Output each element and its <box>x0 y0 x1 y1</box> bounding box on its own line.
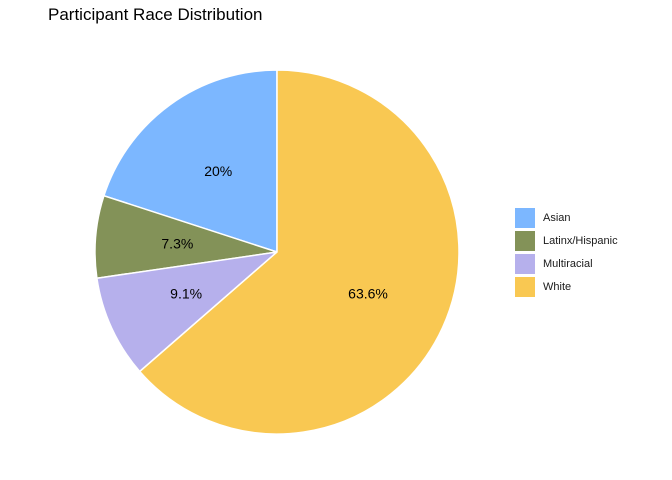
legend-key-asian <box>515 208 535 228</box>
chart-title: Participant Race Distribution <box>48 5 263 24</box>
pie-slice-labels: 20% 7.3% 9.1% 63.6% <box>161 163 387 302</box>
legend-key-white <box>515 277 535 297</box>
legend: Asian Latinx/Hispanic Multiracial White <box>515 208 618 297</box>
legend-label-multiracial: Multiracial <box>543 258 593 270</box>
pie-slice-multiracial <box>96 250 280 373</box>
legend-key-multiracial <box>515 254 535 274</box>
legend-key-latinx-hispanic <box>515 231 535 251</box>
legend-label-asian: Asian <box>543 212 571 224</box>
legend-label-white: White <box>543 281 571 293</box>
pie-slice-white <box>138 69 460 435</box>
pie-slice-asian <box>102 69 278 254</box>
slice-label-multiracial: 9.1% <box>170 286 202 302</box>
slice-label-white: 63.6% <box>348 285 388 301</box>
legend-label-latinx-hispanic: Latinx/Hispanic <box>543 235 618 247</box>
slice-label-latinx-hispanic: 7.3% <box>161 236 193 252</box>
pie-slices <box>94 69 460 435</box>
slice-label-asian: 20% <box>204 163 232 179</box>
